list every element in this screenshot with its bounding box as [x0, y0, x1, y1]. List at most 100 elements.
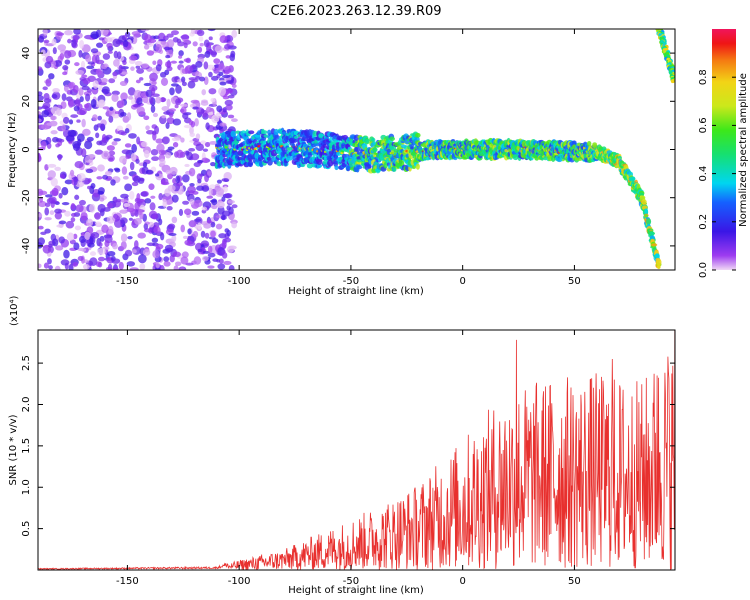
noise-cell: [151, 237, 159, 243]
noise-cell: [82, 263, 90, 270]
noise-cell: [68, 119, 74, 125]
noise-cell: [61, 124, 66, 132]
spectrum-peak-cell: [415, 150, 419, 153]
noise-cell: [163, 256, 170, 262]
spectrogram-panel: -150 -100 -50 0 50 -40 -20 0 20 40 Height of str…: [7, 28, 676, 297]
noise-cell: [226, 205, 231, 211]
snr-y-multiplier: (x10⁴): [9, 295, 20, 326]
noise-cell: [206, 195, 214, 199]
noise-cell: [146, 129, 155, 135]
noise-cell: [85, 93, 91, 102]
noise-cell: [120, 92, 128, 101]
noise-cell: [86, 226, 94, 234]
noise-cell: [165, 61, 172, 68]
noise-cell: [207, 111, 214, 116]
noise-cell: [59, 174, 65, 179]
spectrum-cell: [543, 155, 548, 161]
noise-cell: [95, 132, 100, 139]
noise-cell: [225, 80, 234, 85]
x-tick-label: -50: [343, 576, 359, 587]
noise-cell: [140, 141, 148, 148]
noise-cell: [151, 81, 157, 85]
noise-cell: [106, 202, 114, 209]
noise-cell: [142, 95, 149, 104]
noise-cell: [208, 36, 213, 41]
noise-cell: [107, 50, 113, 54]
y-tick-label: 0.5: [21, 521, 32, 537]
noise-cell: [207, 29, 216, 32]
noise-cell: [44, 61, 52, 69]
noise-cell: [101, 88, 109, 93]
noise-cell: [91, 54, 97, 64]
noise-cell: [121, 71, 128, 75]
spectrum-cell: [650, 243, 658, 247]
noise-cell: [68, 264, 74, 270]
x-tick-label: -50: [343, 276, 359, 287]
noise-cell: [202, 255, 209, 262]
noise-cell: [152, 250, 160, 259]
noise-cell: [211, 205, 218, 210]
noise-cell: [99, 197, 105, 202]
noise-cell: [127, 95, 134, 100]
noise-cell: [102, 53, 111, 60]
noise-cell: [208, 71, 213, 78]
noise-cell: [117, 130, 126, 136]
noise-cell: [192, 41, 198, 47]
noise-cell: [126, 112, 132, 121]
noise-cell: [180, 106, 187, 115]
noise-cell: [72, 140, 81, 149]
noise-cell: [158, 192, 163, 201]
noise-cell: [65, 135, 75, 142]
noise-cell: [143, 223, 149, 230]
noise-cell: [225, 55, 231, 59]
noise-cell: [136, 192, 141, 202]
noise-cell: [162, 136, 170, 145]
noise-cell: [202, 148, 209, 152]
noise-cell: [107, 250, 116, 257]
noise-cell: [73, 176, 78, 186]
noise-cell: [109, 106, 114, 111]
noise-cell: [188, 147, 196, 152]
noise-cell: [111, 114, 120, 119]
noise-cell: [111, 258, 121, 264]
noise-cell: [38, 213, 43, 218]
x-tick-label: 50: [568, 576, 581, 587]
noise-cell: [155, 96, 162, 104]
noise-cell: [43, 39, 50, 44]
noise-cell: [84, 155, 94, 164]
noise-cell: [189, 198, 195, 205]
noise-cell: [87, 178, 92, 183]
noise-cell: [48, 243, 53, 248]
spectrum-cell: [273, 128, 279, 136]
noise-cell: [162, 199, 168, 208]
noise-cell: [130, 66, 135, 71]
y-tick-label: -20: [21, 190, 32, 206]
noise-cell: [58, 220, 67, 225]
noise-cell: [224, 99, 234, 106]
noise-cell: [163, 261, 171, 267]
noise-cell: [184, 208, 192, 215]
noise-cell: [151, 86, 156, 96]
spectrum-cell: [656, 271, 662, 275]
snr-marks: [38, 330, 675, 570]
noise-cell: [134, 240, 139, 249]
noise-cell: [87, 61, 95, 65]
noise-cell: [206, 220, 213, 224]
noise-cell: [218, 233, 227, 239]
noise-cell: [81, 85, 90, 91]
noise-cell: [86, 218, 94, 227]
noise-cell: [81, 118, 86, 128]
noise-cell: [178, 60, 184, 64]
noise-cell: [102, 106, 110, 110]
noise-cell: [155, 64, 162, 72]
x-tick-label: -150: [116, 576, 139, 587]
spectrum-cell: [586, 140, 592, 147]
noise-cell: [67, 82, 74, 89]
noise-cell: [172, 251, 181, 258]
noise-cell: [222, 107, 227, 113]
noise-cell: [121, 149, 131, 155]
noise-cell: [58, 138, 65, 143]
noise-cell: [84, 140, 93, 150]
noise-cell: [145, 125, 150, 131]
noise-cell: [155, 243, 164, 250]
